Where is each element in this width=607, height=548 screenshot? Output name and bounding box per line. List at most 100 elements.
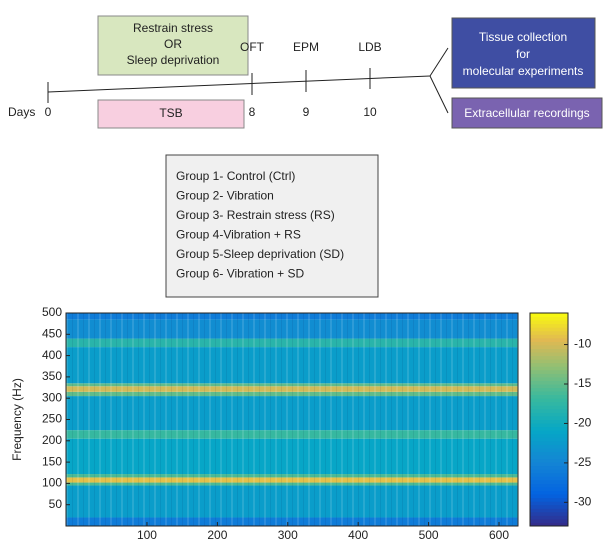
colorbar-step bbox=[530, 444, 568, 449]
colorbar-step bbox=[530, 458, 568, 463]
texture bbox=[66, 313, 518, 526]
y-tick-label: 250 bbox=[42, 412, 62, 426]
colorbar-step bbox=[530, 501, 568, 506]
group-item: Group 4-Vibration + RS bbox=[176, 228, 301, 242]
colorbar-step bbox=[530, 380, 568, 385]
colorbar-tick-label: -15 bbox=[574, 376, 592, 390]
colorbar-step bbox=[530, 419, 568, 424]
test-label: LDB bbox=[358, 40, 381, 54]
tissue-box bbox=[451, 17, 596, 89]
colorbar-step bbox=[530, 515, 568, 520]
branch bbox=[429, 47, 449, 114]
group-item: Group 1- Control (Ctrl) bbox=[176, 169, 295, 183]
x-tick-label: 400 bbox=[348, 528, 368, 542]
box-text: Extracellular recordings bbox=[464, 106, 589, 120]
colorbar-step bbox=[530, 423, 568, 428]
colorbar-tick-label: -25 bbox=[574, 455, 592, 469]
colorbar-step bbox=[530, 405, 568, 410]
days-label: Days bbox=[8, 105, 35, 119]
groups-list: Group 1- Control (Ctrl) Group 2- Vibratio… bbox=[176, 169, 344, 281]
colorbar-step bbox=[530, 455, 568, 460]
colorbar-step bbox=[530, 518, 568, 523]
colorbar-step bbox=[530, 486, 568, 491]
y-tick-label: 100 bbox=[42, 476, 62, 490]
box-text: molecular experiments bbox=[463, 64, 584, 78]
colorbar-step bbox=[530, 437, 568, 442]
test-label: EPM bbox=[293, 40, 319, 54]
colorbar-step bbox=[530, 426, 568, 431]
colorbar-step bbox=[530, 313, 568, 318]
day-label: 0 bbox=[45, 105, 52, 119]
x-tick-label: 100 bbox=[137, 528, 157, 542]
colorbar-step bbox=[530, 408, 568, 413]
colorbar-step bbox=[530, 323, 568, 328]
colorbar-step bbox=[530, 447, 568, 452]
colorbar-step bbox=[530, 412, 568, 417]
y-tick-label: 400 bbox=[42, 348, 62, 362]
box-text: OR bbox=[164, 37, 182, 51]
colorbar-step bbox=[530, 483, 568, 488]
box-text: for bbox=[516, 47, 530, 61]
test-label: OFT bbox=[240, 40, 265, 54]
box-text: Sleep deprivation bbox=[127, 53, 220, 67]
stress-box bbox=[97, 15, 249, 76]
group-item: Group 6- Vibration + SD bbox=[176, 267, 305, 281]
colorbar-step bbox=[530, 508, 568, 513]
colorbar-step bbox=[530, 330, 568, 335]
timeline-axis bbox=[47, 75, 431, 93]
y-tick-label: 350 bbox=[42, 369, 62, 383]
colorbar-step bbox=[530, 451, 568, 456]
colorbar-step bbox=[530, 504, 568, 509]
colorbar-step bbox=[530, 376, 568, 381]
colorbar-step bbox=[530, 362, 568, 367]
colorbar-step bbox=[530, 369, 568, 374]
colorbar-step bbox=[530, 440, 568, 445]
x-tick-label: 200 bbox=[207, 528, 227, 542]
colorbar-step bbox=[530, 511, 568, 516]
group-item: Group 3- Restrain stress (RS) bbox=[176, 208, 335, 222]
colorbar-tick-label: -10 bbox=[574, 337, 592, 351]
day-label: 8 bbox=[249, 105, 256, 119]
colorbar-step bbox=[530, 320, 568, 325]
colorbar-step bbox=[530, 522, 568, 527]
spectrogram: 50 100 150 200 250 300 350 400 450 500 100 200 300 40… bbox=[10, 305, 591, 542]
box-text: Tissue collection bbox=[479, 30, 567, 44]
tsb-box bbox=[97, 99, 245, 129]
colorbar-step bbox=[530, 355, 568, 360]
colorbar-step bbox=[530, 401, 568, 406]
box-text: Restrain stress bbox=[133, 21, 213, 35]
colorbar-step bbox=[530, 391, 568, 396]
recordings-box bbox=[451, 97, 603, 129]
colorbar-step bbox=[530, 472, 568, 477]
y-tick-label: 200 bbox=[42, 433, 62, 447]
colorbar-step bbox=[530, 479, 568, 484]
x-tick-label: 300 bbox=[278, 528, 298, 542]
colorbar-step bbox=[530, 327, 568, 332]
y-tick-label: 450 bbox=[42, 326, 62, 340]
colorbar-step bbox=[530, 490, 568, 495]
colorbar-step bbox=[530, 316, 568, 321]
group-item: Group 5-Sleep deprivation (SD) bbox=[176, 247, 344, 261]
colorbar-step bbox=[530, 415, 568, 420]
colorbar-step bbox=[530, 433, 568, 438]
colorbar-step bbox=[530, 476, 568, 481]
day-label: 9 bbox=[303, 105, 310, 119]
colorbar-step bbox=[530, 341, 568, 346]
box-text: TSB bbox=[159, 106, 182, 120]
y-tick-label: 300 bbox=[42, 390, 62, 404]
colorbar-step bbox=[530, 430, 568, 435]
colorbar-step bbox=[530, 497, 568, 502]
group-item: Group 2- Vibration bbox=[176, 189, 274, 203]
colorbar-step bbox=[530, 387, 568, 392]
colorbar-step bbox=[530, 394, 568, 399]
y-tick-label: 150 bbox=[42, 454, 62, 468]
colorbar-step bbox=[530, 373, 568, 378]
colorbar-step bbox=[530, 366, 568, 371]
groups-box bbox=[165, 154, 379, 298]
colorbar-tick-label: -30 bbox=[574, 495, 592, 509]
colorbar-step bbox=[530, 398, 568, 403]
y-axis-label: Frequency (Hz) bbox=[10, 378, 24, 461]
colorbar-step bbox=[530, 469, 568, 474]
colorbar-step bbox=[530, 494, 568, 499]
